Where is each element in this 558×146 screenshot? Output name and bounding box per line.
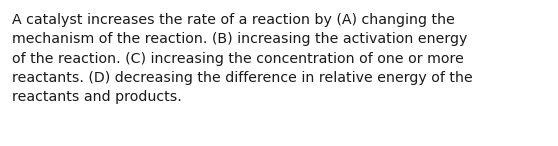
Text: A catalyst increases the rate of a reaction by (A) changing the
mechanism of the: A catalyst increases the rate of a react…: [12, 13, 473, 104]
